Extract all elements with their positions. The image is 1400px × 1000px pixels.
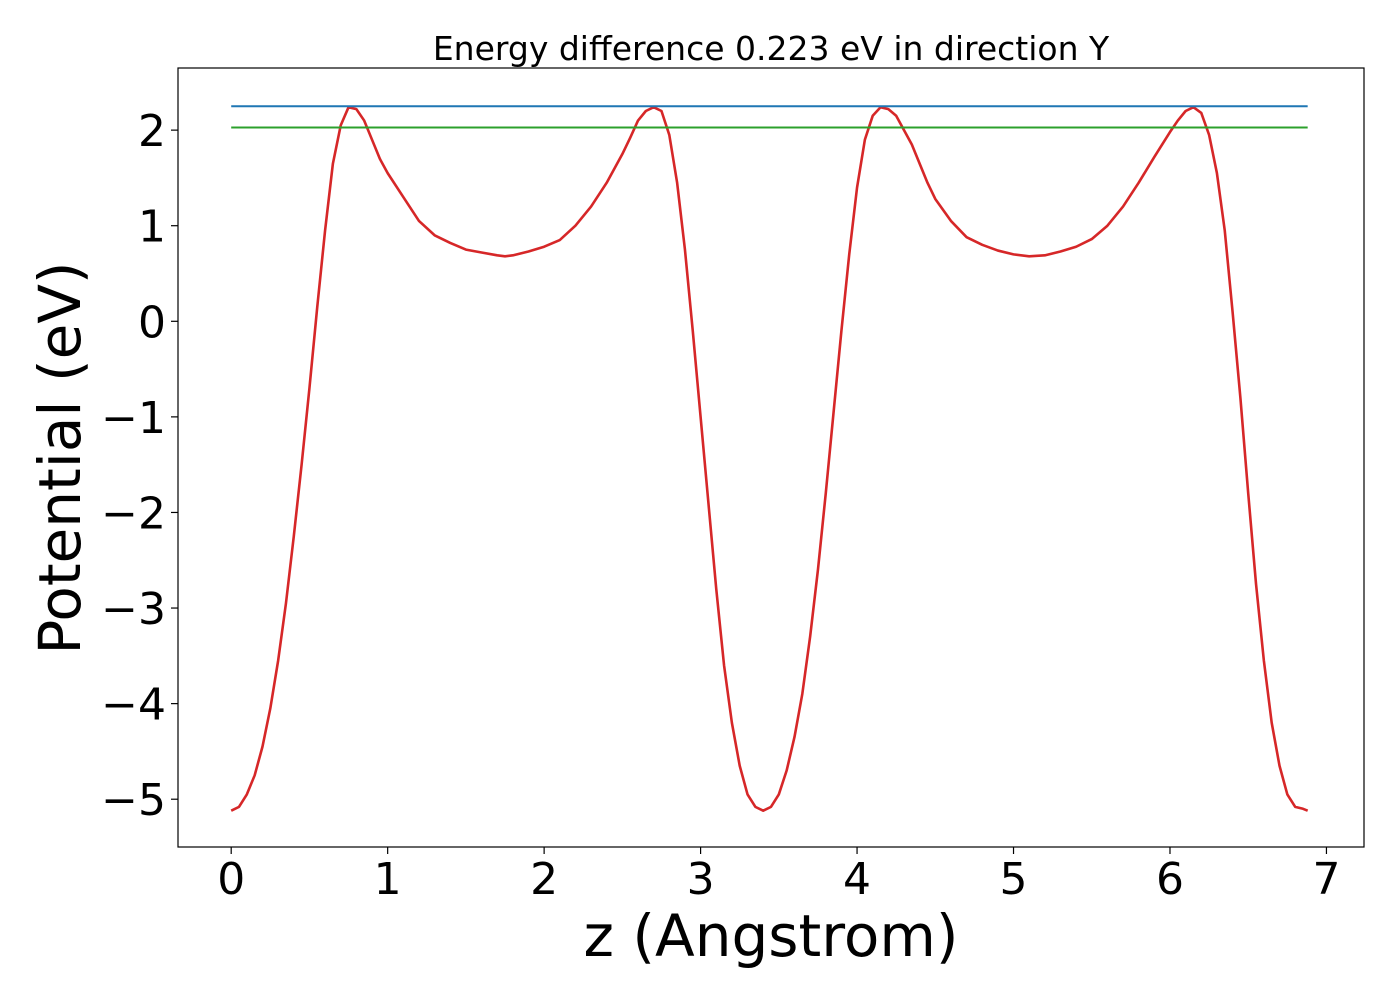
series-potential-line: [230, 105, 1309, 812]
x-axis: 0 1 2 3 4 5 6 7: [217, 847, 1340, 905]
chart-title: Energy difference 0.223 eV in direction …: [433, 29, 1110, 68]
x-tick-label: 3: [687, 854, 715, 905]
y-tick-label: −4: [101, 680, 166, 731]
y-tick-label: 1: [138, 202, 166, 253]
x-tick-label: 0: [217, 854, 245, 905]
y-tick-label: −5: [101, 775, 166, 826]
x-tick-label: 6: [1156, 854, 1184, 905]
y-tick-label: 0: [138, 297, 166, 348]
plot-background: [178, 68, 1364, 847]
x-tick-label: 5: [1000, 854, 1028, 905]
x-tick-label: 2: [530, 854, 558, 905]
x-tick-label: 1: [374, 854, 402, 905]
y-tick-label: −1: [101, 393, 166, 444]
x-tick-label: 7: [1312, 854, 1340, 905]
plot-area: [177, 67, 1365, 848]
x-tick-label: 4: [843, 854, 871, 905]
y-axis-label: Potential (eV): [26, 261, 94, 654]
y-tick-label: 2: [138, 106, 166, 157]
x-axis-label: z (Angstrom): [584, 902, 959, 970]
plot-frame: [177, 67, 1365, 848]
y-tick-label: −2: [101, 488, 166, 539]
y-tick-label: −3: [101, 584, 166, 635]
y-axis: −5 −4 −3 −2 −1 0 1 2: [101, 106, 178, 826]
series-layer: [230, 105, 1309, 812]
